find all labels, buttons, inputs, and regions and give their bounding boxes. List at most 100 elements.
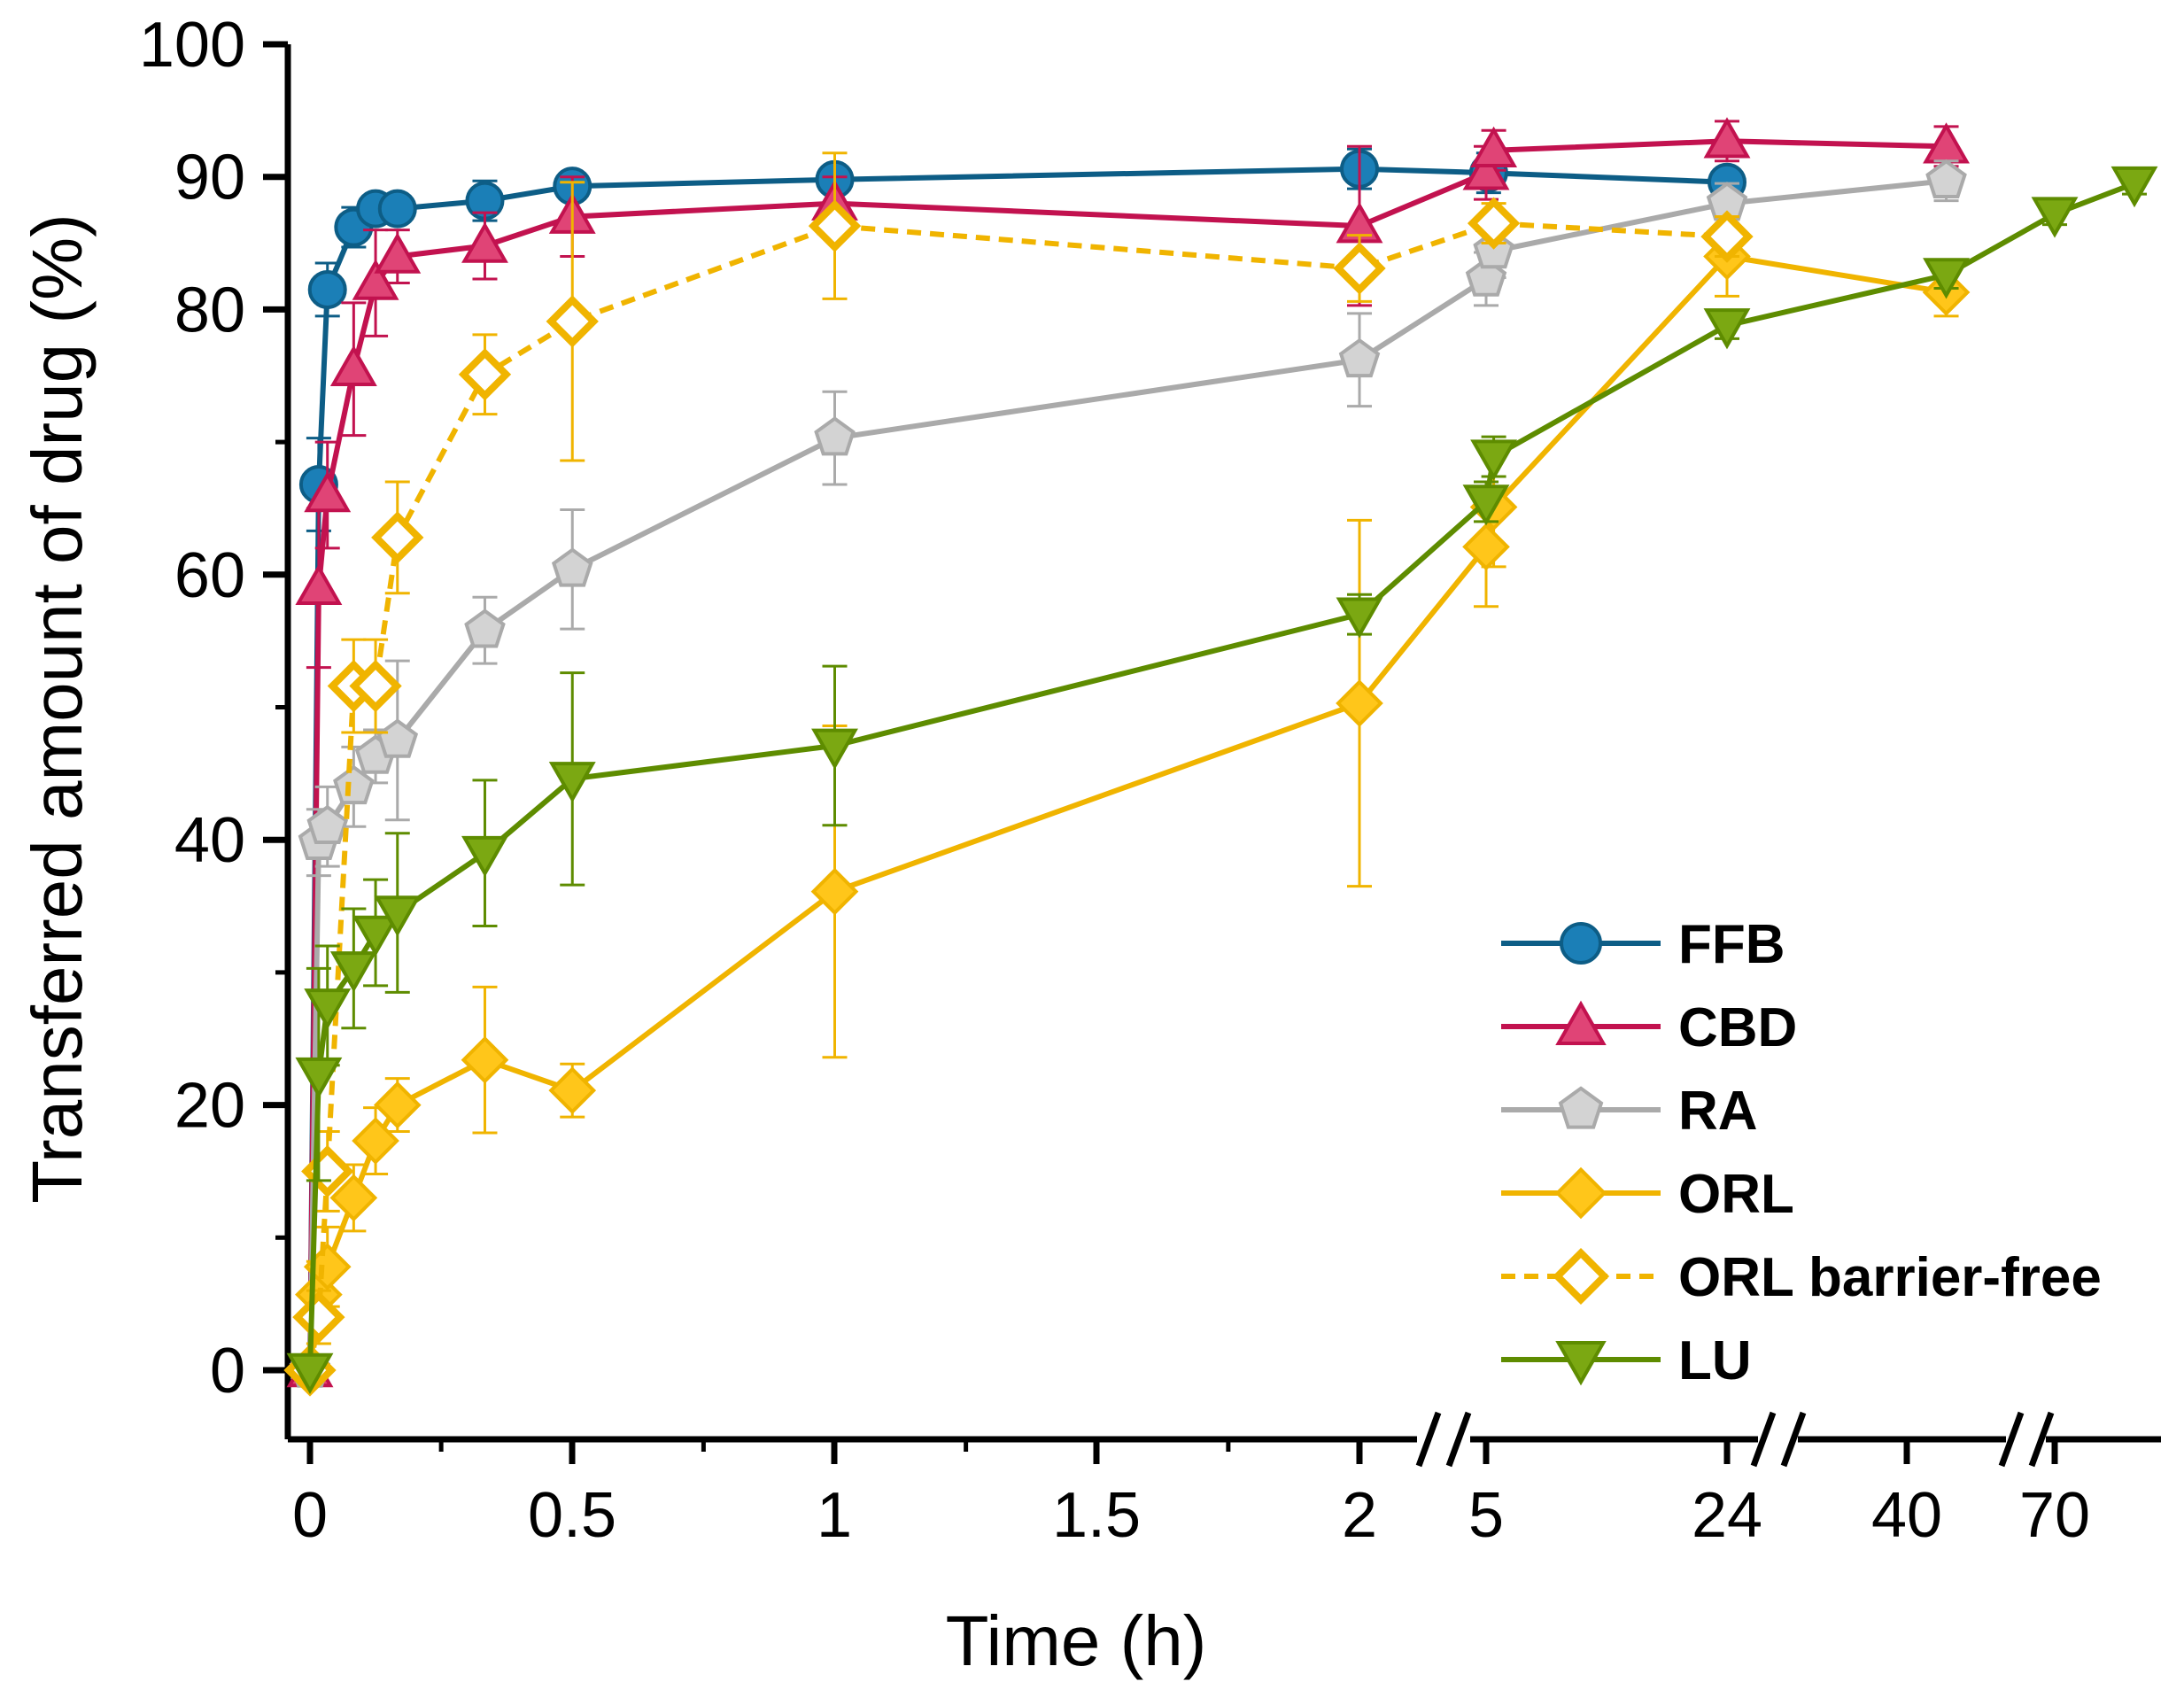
x-tick-label: 5	[1468, 1480, 1504, 1551]
legend-label: RA	[1678, 1081, 1758, 1142]
y-tick-label: 0	[210, 1336, 245, 1407]
data-point	[352, 915, 399, 957]
legend-label: LU	[1678, 1330, 1752, 1391]
data-point	[373, 1081, 422, 1129]
data-point	[1336, 597, 1383, 639]
data-point	[1336, 679, 1383, 727]
legend-label: ORL barrier-free	[1678, 1247, 2102, 1308]
legend-marker	[1552, 1247, 1610, 1306]
data-point	[1467, 197, 1521, 250]
axis-break-mark	[1780, 1411, 1807, 1468]
x-tick-label: 0.5	[528, 1480, 616, 1551]
data-point	[464, 608, 506, 648]
data-point	[329, 951, 377, 993]
data-point	[307, 269, 347, 309]
series-ra	[289, 159, 1967, 1388]
legend-label: CBD	[1678, 997, 1797, 1058]
data-point	[1470, 126, 1518, 168]
axis-break-mark	[1998, 1411, 2025, 1468]
data-point	[461, 835, 508, 878]
data-point	[1462, 523, 1510, 571]
data-point	[304, 470, 352, 513]
data-point	[1333, 242, 1386, 295]
data-point	[329, 345, 377, 387]
data-point	[808, 199, 862, 252]
y-tick-label: 80	[174, 275, 245, 345]
data-point	[458, 348, 512, 401]
data-point	[371, 511, 424, 564]
data-point	[548, 1066, 597, 1114]
data-point	[349, 659, 402, 713]
legend-label: FFB	[1678, 914, 1785, 975]
series-line	[307, 221, 1728, 1371]
data-point	[295, 563, 343, 606]
legend-item: ORL	[1501, 1164, 1794, 1225]
data-point	[306, 804, 349, 844]
data-point	[352, 259, 399, 300]
series-layer	[283, 117, 2158, 1397]
x-axis-title: Time (h)	[946, 1601, 1207, 1680]
series-line	[307, 181, 2136, 1371]
data-point	[329, 1174, 378, 1222]
series-lu	[286, 166, 2158, 1395]
axes-layer: 0 20 40 60 80 90 100 0 0.5 1 1.5 2 5 24 40 70 Time (h) Tr…	[18, 10, 2161, 1680]
data-point	[551, 547, 593, 587]
data-point	[377, 189, 417, 229]
y-tick-label: 20	[174, 1071, 245, 1142]
legend-item: RA	[1501, 1081, 1758, 1142]
data-point	[286, 1352, 334, 1395]
data-point	[333, 764, 375, 805]
legend-marker	[1555, 1000, 1607, 1045]
y-tick-label: 40	[174, 805, 245, 876]
legend-marker	[1554, 1166, 1607, 1220]
x-tick-label: 70	[2019, 1480, 2090, 1551]
data-point	[1703, 308, 1751, 350]
data-point	[811, 728, 858, 770]
legend-marker	[1555, 1341, 1607, 1386]
axis-break-mark	[1750, 1411, 1777, 1468]
series-line	[307, 166, 1728, 1371]
data-point	[461, 1035, 509, 1084]
data-point	[1923, 258, 1970, 299]
data-point	[2110, 166, 2158, 208]
axis-break-mark	[1445, 1411, 1472, 1468]
legend-item: FFB	[1501, 914, 1785, 975]
data-point	[461, 221, 508, 263]
data-point	[810, 867, 859, 916]
data-point	[295, 1057, 343, 1099]
data-point	[1470, 439, 1518, 481]
legend-marker	[1560, 922, 1602, 965]
x-tick-label: 0	[292, 1480, 328, 1551]
y-tick-label: 100	[139, 10, 245, 81]
legend-label: ORL	[1678, 1164, 1794, 1225]
x-tick-label: 1.5	[1052, 1480, 1141, 1551]
data-point	[1338, 337, 1381, 378]
x-tick-label: 1	[817, 1480, 852, 1551]
data-point	[1462, 149, 1510, 190]
y-tick-label: 90	[174, 143, 245, 213]
data-point	[374, 232, 422, 274]
data-point	[374, 895, 422, 937]
axis-break-mark	[2028, 1411, 2055, 1468]
data-point	[1925, 159, 1967, 198]
legend-marker	[1558, 1086, 1604, 1129]
series-ffb	[290, 147, 1746, 1390]
series-orl-barrier-free	[283, 151, 1754, 1397]
data-point	[352, 1117, 399, 1165]
y-tick-label: 60	[174, 540, 245, 611]
x-tick-label: 24	[1692, 1480, 1762, 1551]
data-point	[548, 762, 596, 803]
data-point	[546, 295, 599, 348]
legend: FFB CBD RA ORL ORL barrier-free LU	[1501, 914, 2102, 1391]
legend-item: LU	[1501, 1330, 1752, 1391]
legend-item: CBD	[1501, 997, 1797, 1058]
x-tick-label: 40	[1871, 1480, 1942, 1551]
x-tick-label: 2	[1342, 1480, 1377, 1551]
data-point	[304, 988, 352, 1030]
legend-item: ORL barrier-free	[1501, 1247, 2102, 1308]
data-point	[292, 1290, 345, 1344]
data-point	[1703, 117, 1751, 159]
data-point	[814, 416, 856, 456]
